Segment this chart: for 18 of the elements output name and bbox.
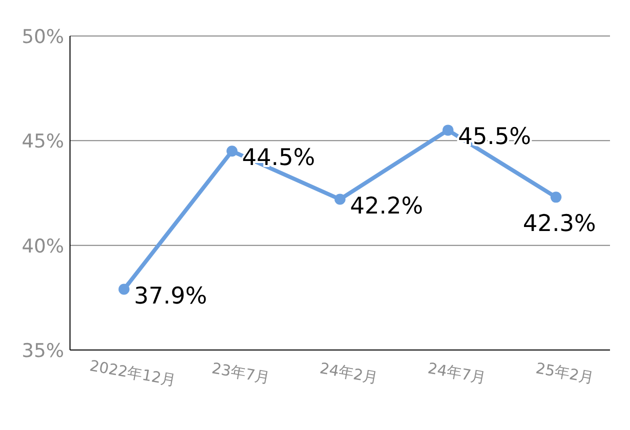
point <box>226 146 238 157</box>
x-tick-label: 2022年12月 <box>88 356 178 390</box>
data-label: 42.2% <box>350 193 424 220</box>
point <box>550 192 562 203</box>
x-tick-label: 23年7月 <box>210 359 272 388</box>
point <box>442 124 454 136</box>
y-tick-label: 50% <box>22 26 64 48</box>
data-label: 42.3% <box>522 211 596 238</box>
point <box>334 194 346 205</box>
point <box>118 284 130 295</box>
x-tick-label: 25年2月 <box>534 359 596 388</box>
data-label: 45.5% <box>458 124 532 150</box>
y-tick-label: 35% <box>22 340 64 362</box>
y-tick-label: 40% <box>22 235 64 258</box>
data-label: 37.9% <box>134 283 208 310</box>
y-tick-label: 45% <box>22 130 64 153</box>
x-tick-label: 24年7月 <box>426 359 488 388</box>
x-tick-label: 24年2月 <box>318 359 380 388</box>
